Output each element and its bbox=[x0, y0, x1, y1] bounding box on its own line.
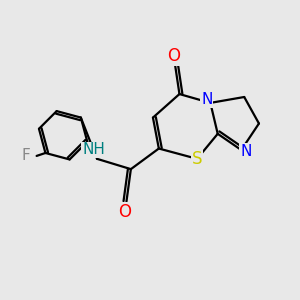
Text: N: N bbox=[201, 92, 212, 107]
Text: O: O bbox=[167, 47, 180, 65]
Text: S: S bbox=[192, 150, 202, 168]
Text: N: N bbox=[240, 144, 251, 159]
Text: F: F bbox=[22, 148, 31, 164]
Text: O: O bbox=[118, 203, 131, 221]
Text: NH: NH bbox=[82, 142, 105, 158]
